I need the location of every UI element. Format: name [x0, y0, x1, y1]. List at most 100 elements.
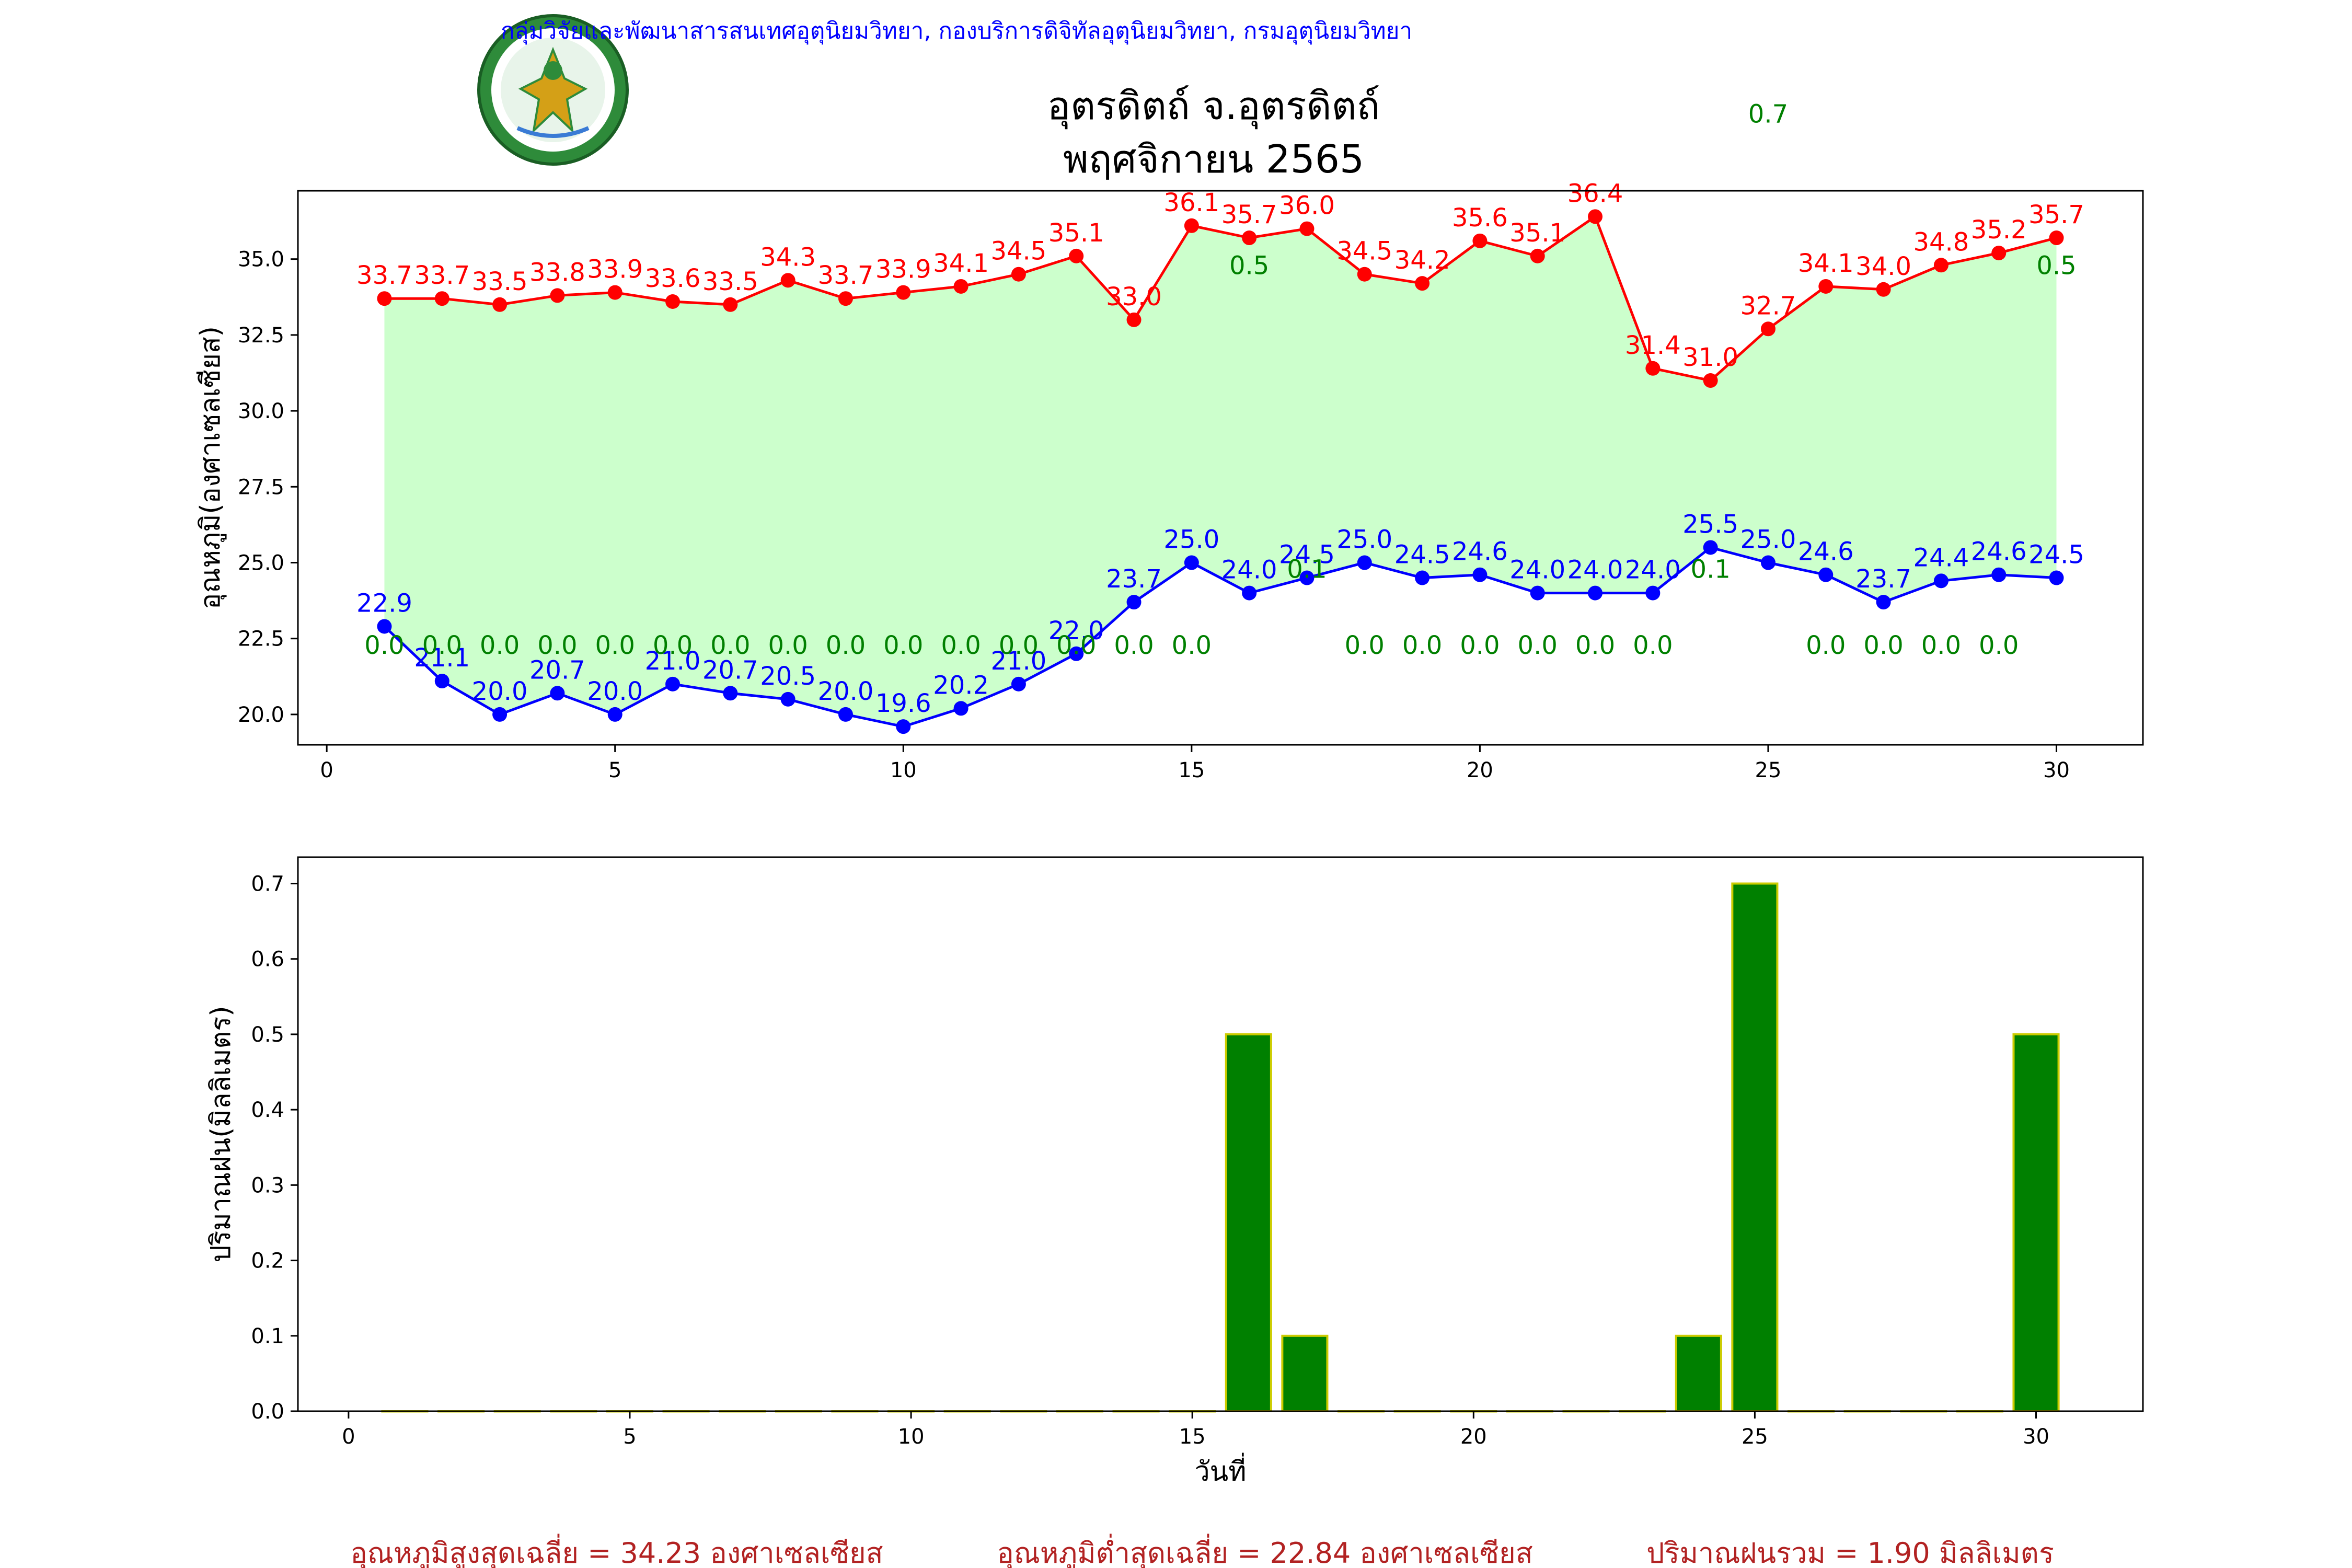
- rain-bar: [1675, 1334, 1722, 1412]
- min-temp-point: [492, 707, 508, 722]
- rainfall-y-tick-label: 0.2: [251, 1249, 284, 1273]
- rainfall-y-tick-label: 0.4: [251, 1098, 284, 1122]
- max-temp-data-label: 34.1: [933, 249, 989, 278]
- max-temp-point: [1818, 279, 1834, 294]
- rain-data-label: 0.0: [595, 631, 635, 660]
- max-temp-point: [2049, 230, 2064, 246]
- temperature-y-tick-label: 27.5: [238, 475, 284, 499]
- max-temp-point: [1588, 209, 1603, 224]
- rain-data-label: 0.5: [2036, 251, 2076, 281]
- max-temp-data-label: 36.1: [1163, 188, 1219, 217]
- min-temp-data-label: 24.5: [1394, 540, 1450, 570]
- min-temp-data-label: 23.7: [1106, 564, 1162, 594]
- min-temp-data-label: 24.6: [1798, 537, 1854, 567]
- max-temp-data-label: 33.5: [472, 267, 528, 296]
- max-temp-data-label: 35.7: [1221, 200, 1277, 229]
- min-temp-data-label: 20.0: [818, 677, 874, 706]
- min-temp-point: [1818, 567, 1834, 582]
- rain-data-label: 0.1: [1690, 555, 1730, 584]
- temperature-y-tick-label: 35.0: [238, 248, 284, 272]
- max-temp-point: [896, 285, 911, 300]
- rain-data-label: 0.0: [1979, 631, 2019, 660]
- temperature-x-tick-label: 20: [1467, 758, 1493, 782]
- min-temp-data-label: 24.0: [1625, 556, 1681, 585]
- min-temp-data-label: 21.0: [990, 647, 1046, 676]
- min-temp-point: [607, 707, 622, 722]
- rain-bar: [1281, 1334, 1329, 1412]
- min-temp-point: [723, 686, 738, 701]
- rain-data-label: 0.0: [1345, 631, 1385, 660]
- min-temp-data-label: 20.0: [472, 677, 528, 706]
- max-temp-data-label: 36.0: [1279, 191, 1335, 221]
- chart-title-station: อุตรดิตถ์ จ.อุตรดิตถ์: [1047, 84, 1380, 130]
- max-temp-point: [1242, 230, 1257, 246]
- rain-data-label: 0.0: [1863, 631, 1903, 660]
- min-temp-point: [1530, 585, 1545, 601]
- max-temp-point: [1760, 321, 1775, 337]
- rain-data-label: 0.0: [1921, 631, 1961, 660]
- rain-data-label: 0.0: [480, 631, 520, 660]
- max-temp-point: [607, 285, 622, 300]
- min-temp-data-label: 20.7: [702, 655, 758, 685]
- max-temp-point: [492, 297, 508, 312]
- min-temp-point: [550, 686, 565, 701]
- max-temp-point: [838, 291, 853, 306]
- summary-max-average: อุณหภูมิสูงสุดเฉลี่ย = 34.23 องศาเซลเซีย…: [350, 1534, 883, 1568]
- max-temp-point: [665, 294, 681, 309]
- min-temp-data-label: 24.6: [1971, 537, 2027, 567]
- max-temp-data-label: 33.6: [645, 264, 701, 293]
- min-temp-point: [953, 701, 969, 716]
- max-temp-data-label: 34.1: [1798, 249, 1854, 278]
- rain-data-label: 0.0: [1460, 631, 1500, 660]
- rainfall-y-tick-label: 0.5: [251, 1023, 284, 1047]
- max-temp-data-label: 35.7: [2028, 200, 2084, 229]
- temperature-y-tick-label: 30.0: [238, 399, 284, 423]
- max-temp-data-label: 31.0: [1682, 343, 1738, 372]
- min-temp-point: [1415, 570, 1430, 585]
- min-temp-data-label: 24.0: [1567, 556, 1623, 585]
- rain-data-label: 0.0: [1056, 631, 1096, 660]
- min-temp-data-label: 22.0: [1048, 616, 1104, 645]
- min-temp-data-label: 20.7: [529, 655, 585, 685]
- max-temp-point: [1184, 218, 1199, 233]
- rain-bar: [1731, 882, 1779, 1412]
- rainfall-y-tick-label: 0.3: [251, 1173, 284, 1197]
- max-temp-data-label: 33.9: [875, 255, 931, 284]
- rainfall-x-tick-label: 10: [898, 1425, 925, 1449]
- rain-data-label: 0.0: [537, 631, 577, 660]
- min-temp-point: [1126, 595, 1142, 610]
- max-temp-data-label: 34.8: [1913, 227, 1969, 257]
- rain-data-label: 0.0: [883, 631, 923, 660]
- rain-bar: [2012, 1033, 2060, 1413]
- max-temp-data-label: 34.3: [760, 243, 816, 272]
- max-temp-data-label: 33.7: [414, 261, 470, 290]
- min-temp-point: [1645, 585, 1661, 601]
- min-temp-line: [383, 546, 2057, 728]
- temperature-x-tick-label: 30: [2043, 758, 2070, 782]
- max-temp-data-label: 34.5: [1336, 237, 1392, 266]
- max-temp-point: [1876, 282, 1891, 297]
- rain-data-label: 0.0: [422, 631, 462, 660]
- max-temp-data-label: 35.6: [1452, 203, 1508, 233]
- min-temp-point: [1011, 676, 1026, 691]
- min-temp-point: [1299, 570, 1315, 585]
- rainfall-x-tick-label: 25: [1742, 1425, 1768, 1449]
- max-temp-point: [723, 297, 738, 312]
- rainfall-x-axis-label: วันที่: [1194, 1452, 1246, 1488]
- max-temp-data-label: 32.7: [1740, 291, 1796, 320]
- min-temp-point: [1069, 646, 1084, 661]
- max-temp-point: [1933, 258, 1949, 273]
- temperature-x-tick-label: 5: [608, 758, 621, 782]
- rain-data-label: 0.0: [1633, 631, 1673, 660]
- max-temp-data-label: 33.9: [587, 255, 643, 284]
- max-temp-point: [1357, 267, 1372, 282]
- min-temp-data-label: 20.2: [933, 671, 989, 700]
- max-temp-point: [377, 291, 392, 306]
- temperature-y-tick-label: 32.5: [238, 324, 284, 348]
- max-temp-data-label: 33.5: [702, 267, 758, 296]
- max-temp-data-label: 33.7: [818, 261, 874, 290]
- temperature-y-tick-label: 22.5: [238, 627, 284, 651]
- rainfall-y-tick-label: 0.0: [251, 1400, 284, 1424]
- min-temp-data-label: 24.5: [2028, 540, 2084, 570]
- min-temp-point: [780, 691, 795, 707]
